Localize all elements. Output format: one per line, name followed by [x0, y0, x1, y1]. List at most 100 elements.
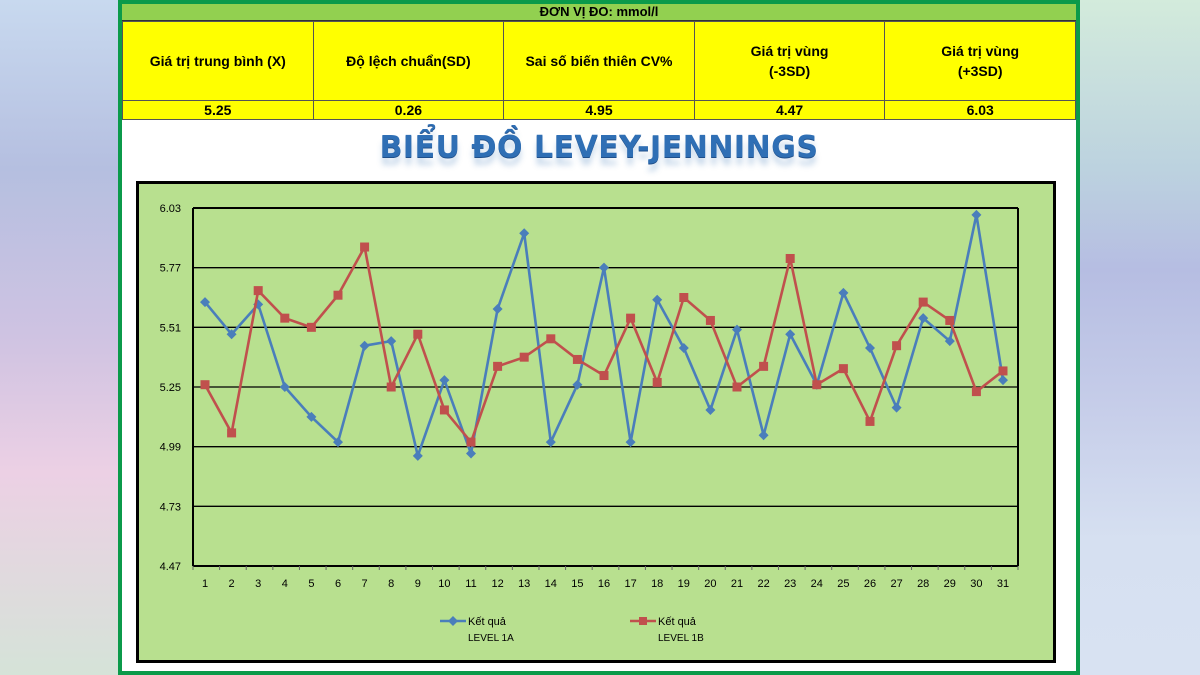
data-point-diamond — [545, 437, 556, 448]
data-point-square — [386, 382, 396, 392]
x-tick-label: 1 — [202, 578, 208, 590]
legend-label-line2: LEVEL 1B — [658, 633, 704, 644]
slide-background-right — [1080, 0, 1200, 675]
data-point-diamond — [200, 297, 210, 308]
slide-content: ĐƠN VỊ ĐO: mmol/l Giá trị trung bình (X)… — [122, 4, 1076, 671]
data-point-diamond — [333, 437, 343, 448]
data-point-square — [466, 437, 476, 447]
data-point-diamond — [971, 209, 982, 220]
x-tick-label: 7 — [362, 578, 368, 590]
data-point-square — [227, 428, 237, 438]
data-point-square — [679, 293, 689, 302]
x-tick-label: 26 — [864, 578, 876, 590]
data-point-diamond — [838, 287, 849, 298]
data-point-diamond — [599, 262, 609, 273]
data-point-square — [360, 242, 370, 252]
data-point-square — [785, 253, 795, 263]
legend-label-line1: Kết quả — [468, 616, 507, 628]
data-point-square — [945, 315, 955, 325]
data-point-square — [253, 286, 263, 296]
data-point-square — [200, 380, 210, 390]
x-tick-label: 3 — [255, 578, 261, 590]
data-point-square — [493, 361, 503, 371]
header-mean: Giá trị trung bình (X) — [122, 21, 314, 101]
data-point-diamond — [865, 342, 875, 353]
value-sd: 0.26 — [312, 100, 505, 120]
x-tick-label: 21 — [731, 578, 743, 590]
legend-square-icon — [639, 617, 647, 625]
data-point-square — [280, 313, 290, 323]
x-tick-label: 13 — [518, 578, 530, 590]
data-point-diamond — [944, 336, 955, 347]
header-mean-text: Giá trị trung bình (X) — [149, 53, 286, 69]
header-cv: Sai số biến thiên CV% — [503, 21, 695, 101]
x-tick-label: 22 — [757, 578, 769, 590]
x-tick-label: 30 — [970, 578, 982, 590]
series-line-1a — [203, 214, 1005, 461]
data-point-diamond — [732, 324, 742, 335]
data-point-square — [413, 329, 423, 339]
x-tick-label: 4 — [282, 578, 288, 590]
x-tick-label: 5 — [308, 578, 314, 590]
data-point-diamond — [226, 329, 237, 340]
data-point-square — [812, 380, 822, 390]
data-point-square — [599, 371, 609, 381]
data-point-square — [732, 382, 742, 392]
value-mean: 5.25 — [122, 100, 314, 120]
x-tick-label: 14 — [545, 578, 557, 590]
y-tick-label: 4.73 — [160, 501, 181, 513]
value-plus3sd: 6.03 — [884, 100, 1076, 120]
x-tick-label: 8 — [388, 578, 394, 590]
y-tick-label: 4.99 — [160, 442, 181, 454]
data-point-square — [626, 313, 636, 323]
chart-area: 4.47 4.73 4.99 5.25 5.51 5.77 6.03 1 2 3 4 5 6 7 8 9 10 1… — [136, 181, 1056, 663]
data-point-diamond — [519, 228, 530, 239]
stats-header-row: Giá trị trung bình (X) Độ lệch chuẩn(SD)… — [122, 21, 1076, 101]
header-plus3sd-line2: (+3SD) — [957, 63, 1003, 79]
legend-diamond-icon — [448, 616, 458, 626]
header-plus3sd-line1: Giá trị vùng — [941, 43, 1020, 59]
data-point-diamond — [891, 402, 902, 413]
data-point-diamond — [705, 404, 716, 415]
chart-title: BIỂU ĐỒ LEVEY-JENNINGS — [379, 130, 819, 165]
y-tick-label: 6.03 — [160, 203, 181, 215]
data-point-diamond — [625, 437, 636, 448]
x-tick-label: 16 — [598, 578, 610, 590]
header-sd-text: Độ lệch chuẩn(SD) — [346, 53, 471, 69]
x-tick-label: 28 — [917, 578, 929, 590]
data-point-diamond — [918, 313, 929, 324]
data-point-diamond — [306, 411, 317, 422]
x-tick-label: 18 — [651, 578, 663, 590]
y-tick-label: 4.47 — [160, 561, 181, 573]
data-point-square — [865, 416, 875, 426]
unit-label: ĐƠN VỊ ĐO: mmol/l — [122, 4, 1076, 21]
stats-value-row: 5.25 0.26 4.95 4.47 6.03 — [122, 100, 1076, 120]
x-tick-label: 27 — [890, 578, 902, 590]
header-cv-text: Sai số biến thiên CV% — [525, 53, 673, 69]
x-tick-label: 15 — [571, 578, 583, 590]
x-tick-label: 6 — [335, 578, 341, 590]
y-tick-label: 5.77 — [160, 263, 181, 275]
data-point-diamond — [785, 329, 796, 340]
slide-frame: ĐƠN VỊ ĐO: mmol/l Giá trị trung bình (X)… — [118, 0, 1080, 675]
x-tick-label: 24 — [811, 578, 823, 590]
x-tick-label: 31 — [997, 578, 1009, 590]
levey-jennings-chart: 4.474.734.995.255.515.776.031 2 3 4 5 6 7 8 9 10 1… — [160, 203, 1019, 644]
data-point-square — [759, 361, 769, 371]
header-minus3sd: Giá trị vùng (-3SD) — [693, 21, 886, 101]
data-point-square — [918, 297, 928, 307]
legend-label-line1: Kết quả — [658, 616, 697, 628]
y-tick-label: 5.25 — [160, 382, 181, 394]
value-minus3sd: 4.47 — [693, 100, 886, 120]
data-point-diamond — [412, 450, 423, 461]
header-sd: Độ lệch chuẩn(SD) — [312, 21, 505, 101]
data-point-diamond — [359, 340, 370, 351]
x-tick-label: 11 — [465, 578, 476, 590]
x-tick-label: 19 — [678, 578, 690, 590]
data-point-square — [306, 322, 316, 332]
data-point-square — [838, 364, 848, 374]
data-point-diamond — [386, 336, 397, 347]
data-point-square — [971, 387, 981, 397]
x-tick-label: 12 — [491, 578, 503, 590]
data-point-diamond — [572, 379, 583, 390]
